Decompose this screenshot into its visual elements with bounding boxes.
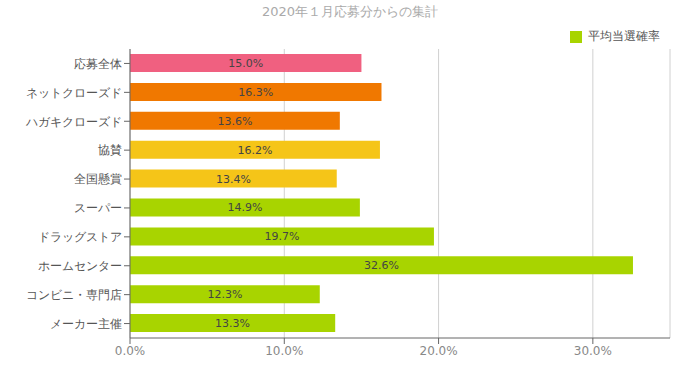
svg-text:ハガキクローズド: ハガキクローズド bbox=[25, 115, 122, 129]
svg-text:16.2%: 16.2% bbox=[237, 144, 272, 157]
svg-text:13.6%: 13.6% bbox=[217, 115, 252, 128]
svg-text:30.0%: 30.0% bbox=[574, 344, 612, 358]
svg-text:14.9%: 14.9% bbox=[227, 201, 262, 214]
html-text:2020年１月応募分からの集計: 2020年１月応募分からの集計 bbox=[262, 4, 438, 19]
svg-text:15.0%: 15.0% bbox=[228, 57, 263, 70]
html-text:平均当選確率: 平均当選確率 bbox=[588, 29, 660, 43]
svg-text:ドラッグストア: ドラッグストア bbox=[38, 230, 122, 244]
svg-text:13.4%: 13.4% bbox=[216, 173, 251, 186]
svg-text:協賛: 協賛 bbox=[98, 143, 122, 157]
svg-text:全国懸賞: 全国懸賞 bbox=[74, 172, 122, 186]
svg-text:スーパー: スーパー bbox=[74, 201, 122, 215]
svg-text:13.3%: 13.3% bbox=[215, 317, 250, 330]
svg-text:コンビニ・専門店: コンビニ・専門店 bbox=[26, 288, 122, 302]
svg-text:ホームセンター: ホームセンター bbox=[38, 259, 122, 273]
svg-text:0.0%: 0.0% bbox=[115, 344, 146, 358]
svg-text:10.0%: 10.0% bbox=[265, 344, 303, 358]
svg-text:32.6%: 32.6% bbox=[364, 259, 399, 272]
svg-text:メーカー主催: メーカー主催 bbox=[50, 317, 122, 331]
svg-text:20.0%: 20.0% bbox=[420, 344, 458, 358]
svg-text:ネットクローズド: ネットクローズド bbox=[26, 86, 122, 100]
svg-text:12.3%: 12.3% bbox=[207, 288, 242, 301]
svg-text:19.7%: 19.7% bbox=[264, 230, 299, 243]
svg-text:応募全体: 応募全体 bbox=[74, 57, 122, 71]
svg-text:16.3%: 16.3% bbox=[238, 86, 273, 99]
